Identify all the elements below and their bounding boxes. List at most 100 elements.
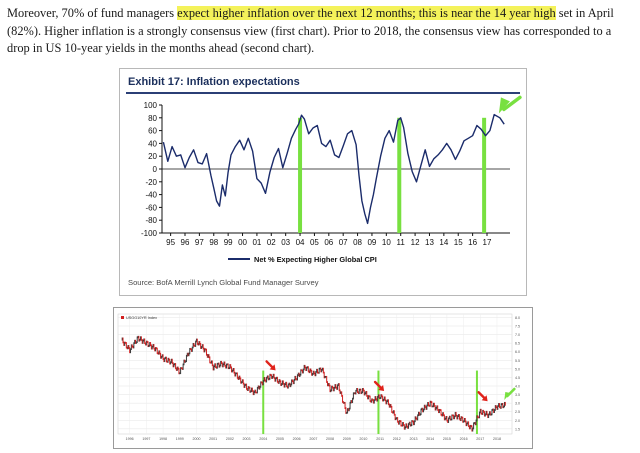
candle bbox=[376, 398, 378, 402]
candle bbox=[279, 379, 281, 383]
candle bbox=[337, 384, 339, 390]
candle bbox=[392, 411, 394, 414]
candle bbox=[246, 388, 248, 391]
x-tick-label: 10 bbox=[382, 238, 391, 247]
candle bbox=[450, 418, 452, 421]
candle bbox=[328, 383, 330, 387]
candle bbox=[478, 416, 480, 419]
candle bbox=[150, 344, 152, 350]
y-tick-label: 0 bbox=[153, 165, 158, 174]
candle bbox=[303, 364, 305, 371]
x-tick-label: 15 bbox=[454, 238, 463, 247]
candle bbox=[291, 379, 293, 383]
candle bbox=[235, 372, 237, 377]
candle bbox=[286, 385, 288, 389]
candle bbox=[221, 360, 223, 365]
candle bbox=[378, 394, 380, 400]
candle bbox=[237, 377, 239, 380]
candle bbox=[331, 385, 333, 392]
x-tick-label: 2013 bbox=[410, 437, 418, 441]
candle bbox=[444, 417, 446, 421]
candle bbox=[257, 385, 259, 389]
candle bbox=[243, 382, 245, 388]
candle bbox=[302, 368, 304, 374]
candle bbox=[157, 352, 159, 355]
candle bbox=[445, 416, 447, 420]
candle bbox=[161, 354, 163, 358]
candle bbox=[314, 372, 316, 377]
candle bbox=[268, 377, 270, 381]
candle bbox=[489, 411, 491, 416]
candle bbox=[433, 402, 435, 408]
candle bbox=[184, 359, 186, 363]
candle bbox=[216, 366, 217, 369]
candle bbox=[167, 357, 169, 363]
candle bbox=[362, 388, 364, 392]
candle bbox=[345, 407, 347, 414]
exhibit-17-panel: Exhibit 17: Inflation expectations 10 0 8 0… bbox=[119, 68, 527, 296]
candle bbox=[443, 412, 445, 417]
candle bbox=[351, 400, 353, 404]
candle bbox=[388, 403, 390, 408]
candle bbox=[176, 366, 178, 371]
candle bbox=[198, 341, 200, 346]
candle bbox=[170, 358, 172, 364]
candle bbox=[143, 338, 145, 342]
candle bbox=[418, 411, 420, 417]
candle bbox=[214, 363, 216, 368]
candle bbox=[354, 392, 356, 395]
candle bbox=[219, 364, 221, 368]
candle bbox=[155, 347, 157, 352]
source-note: Source: BofA Merrill Lynch Global Fund M… bbox=[128, 278, 319, 287]
y-tick-label: 8.0 bbox=[515, 316, 520, 320]
candle bbox=[487, 413, 489, 419]
x-tick-label: 97 bbox=[195, 238, 204, 247]
candle bbox=[481, 412, 483, 415]
x-tick-label: 95 bbox=[166, 238, 175, 247]
candle bbox=[263, 377, 265, 382]
candle bbox=[401, 424, 403, 427]
candle bbox=[413, 420, 415, 426]
exhibit-title: Exhibit 17: Inflation expectations bbox=[128, 76, 300, 88]
candle bbox=[194, 344, 196, 347]
candle bbox=[367, 395, 369, 400]
candle bbox=[163, 358, 165, 363]
candle bbox=[490, 413, 492, 416]
candle bbox=[447, 419, 449, 423]
candle bbox=[433, 402, 435, 407]
candle bbox=[175, 363, 177, 370]
candle bbox=[386, 400, 388, 405]
candle bbox=[477, 415, 479, 419]
x-tick-label: 16 bbox=[468, 238, 477, 247]
candle bbox=[200, 343, 202, 349]
candle bbox=[183, 359, 185, 366]
candle bbox=[230, 364, 232, 369]
x-tick-label: 09 bbox=[367, 238, 376, 247]
candle bbox=[225, 364, 227, 369]
green-arrow-head bbox=[504, 392, 511, 400]
x-tick-label: 02 bbox=[267, 238, 276, 247]
candle bbox=[473, 422, 475, 425]
candle bbox=[165, 356, 167, 360]
candle bbox=[463, 420, 465, 423]
candle bbox=[486, 410, 488, 416]
candle bbox=[429, 400, 431, 407]
candle bbox=[426, 404, 428, 410]
candle bbox=[362, 388, 364, 394]
candle bbox=[399, 420, 401, 423]
candle bbox=[142, 339, 144, 344]
candle bbox=[202, 344, 204, 350]
candle bbox=[138, 335, 140, 342]
candle bbox=[417, 414, 419, 421]
candle bbox=[474, 422, 476, 426]
candle bbox=[305, 366, 307, 371]
candle bbox=[407, 423, 409, 429]
highlight-bar bbox=[298, 117, 303, 233]
candle bbox=[238, 375, 240, 380]
candle bbox=[209, 356, 211, 364]
candle bbox=[326, 375, 328, 383]
candle bbox=[245, 383, 247, 386]
x-tick-label: 08 bbox=[353, 238, 362, 247]
candle bbox=[210, 361, 212, 364]
candle bbox=[297, 372, 299, 376]
